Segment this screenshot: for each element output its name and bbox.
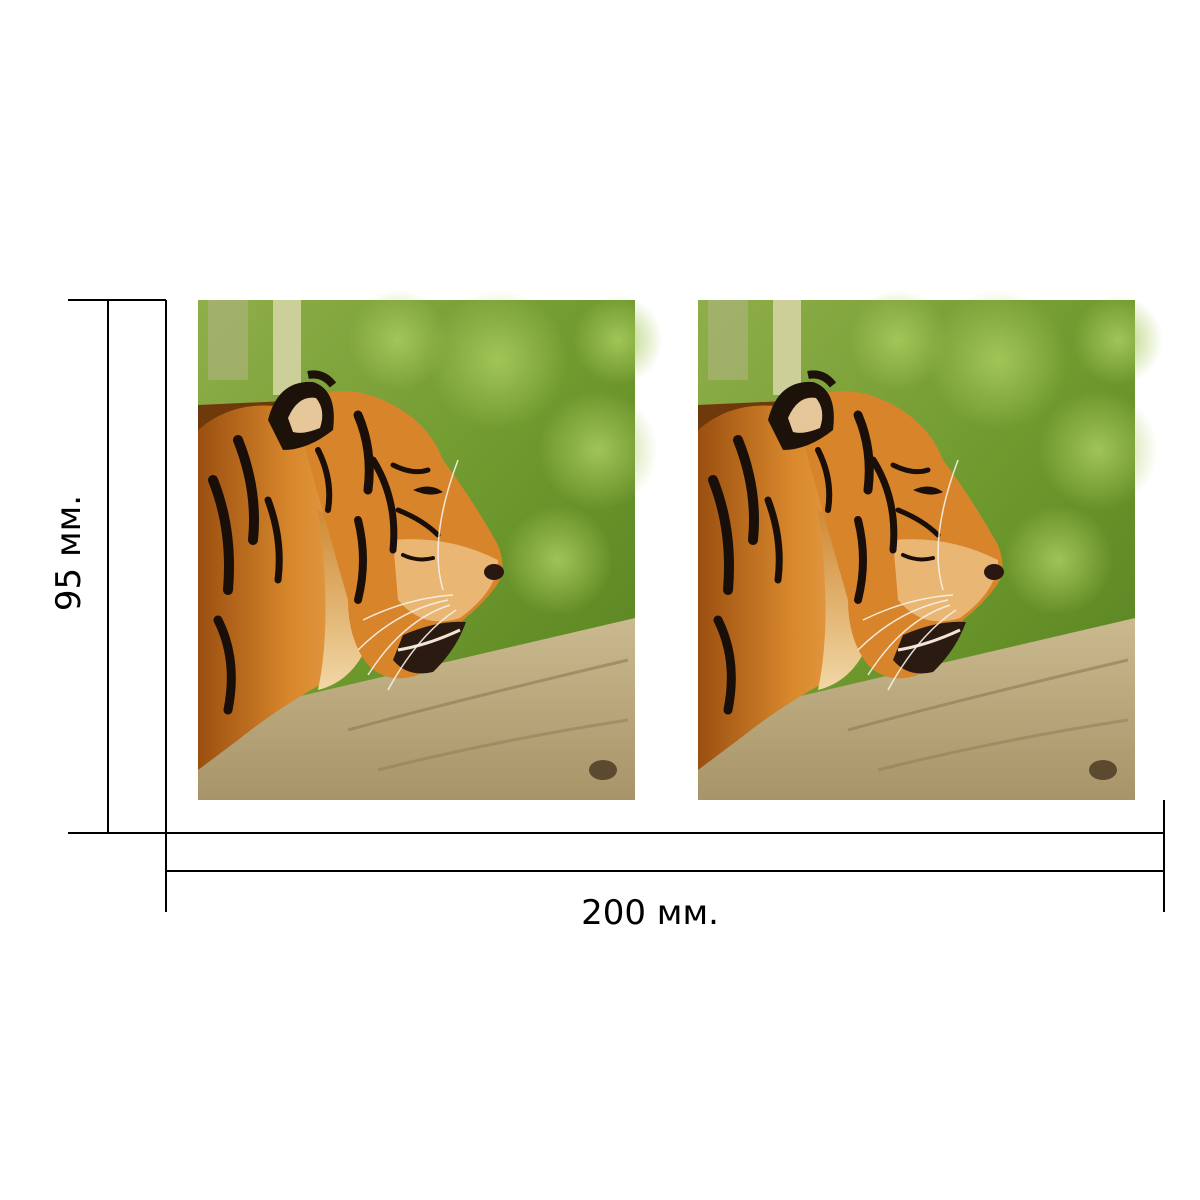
tiger-photo-right [698,290,1163,800]
width-label: 200 мм. [581,893,719,933]
tiger-photo-left [198,290,663,800]
height-dimension: 95 мм. [49,299,167,834]
height-label: 95 мм. [49,495,89,611]
width-dimension: 200 мм. [165,800,1165,933]
